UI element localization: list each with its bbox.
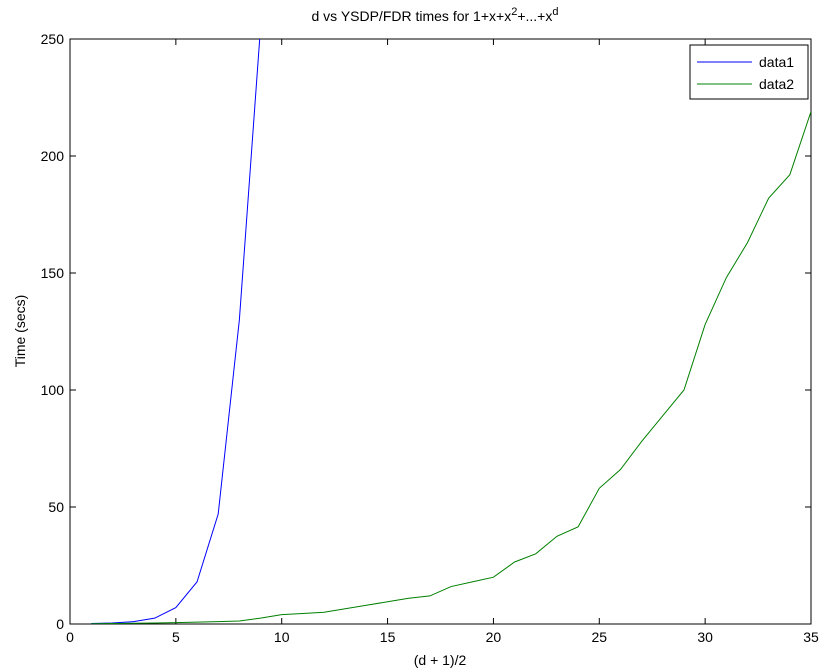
chart-title: d vs YSDP/FDR times for 1+x+x2+...+xd: [312, 6, 559, 24]
series-line-data1: [91, 39, 261, 624]
x-tick-label: 30: [697, 629, 713, 645]
y-tick-label: 0: [56, 616, 64, 632]
x-tick-label: 35: [803, 629, 819, 645]
x-tick-label: 20: [486, 629, 502, 645]
x-tick-label: 5: [172, 629, 180, 645]
legend: data1 data2: [689, 44, 809, 100]
x-axis: 0 5 10 15 20 25 30 35: [66, 39, 819, 645]
y-tick-label: 100: [41, 382, 65, 398]
x-axis-title: (d + 1)/2: [414, 652, 467, 668]
series-layer: [91, 39, 811, 624]
y-tick-label: 50: [48, 499, 64, 515]
legend-label-data1: data1: [759, 54, 794, 70]
x-tick-label: 10: [274, 629, 290, 645]
legend-box: [689, 44, 809, 100]
series-line-data2: [91, 111, 811, 624]
legend-label-data2: data2: [759, 76, 794, 92]
x-tick-label: 25: [591, 629, 607, 645]
y-axis: 0 50 100 150 200 250: [41, 31, 811, 632]
y-axis-title: Time (secs): [12, 295, 28, 368]
y-tick-label: 250: [41, 31, 65, 47]
y-tick-label: 200: [41, 148, 65, 164]
x-tick-label: 0: [66, 629, 74, 645]
plot-area: [69, 38, 812, 625]
plot-frame: [69, 38, 812, 625]
y-tick-label: 150: [41, 265, 65, 281]
x-tick-label: 15: [380, 629, 396, 645]
